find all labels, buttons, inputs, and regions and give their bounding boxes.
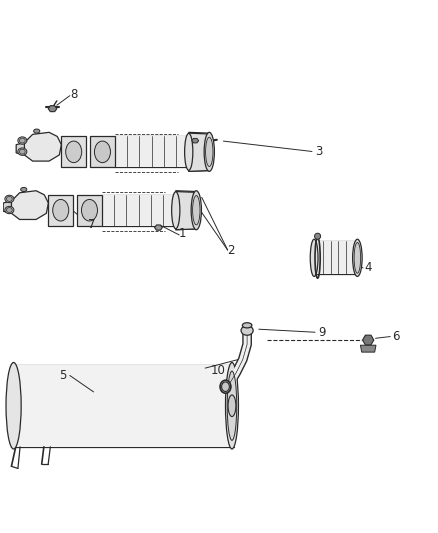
Ellipse shape: [18, 137, 27, 144]
Ellipse shape: [19, 138, 25, 143]
Ellipse shape: [6, 362, 21, 449]
Ellipse shape: [204, 132, 215, 172]
Circle shape: [314, 233, 321, 239]
Text: 6: 6: [392, 330, 399, 343]
Ellipse shape: [66, 141, 82, 163]
Ellipse shape: [310, 239, 318, 277]
Ellipse shape: [354, 243, 360, 273]
Ellipse shape: [5, 206, 14, 214]
Ellipse shape: [205, 137, 213, 166]
Text: 10: 10: [211, 364, 226, 377]
Polygon shape: [11, 191, 49, 220]
Ellipse shape: [7, 207, 12, 213]
Polygon shape: [102, 195, 176, 225]
Ellipse shape: [193, 196, 200, 225]
Text: 2: 2: [227, 244, 235, 256]
Polygon shape: [16, 143, 25, 155]
Polygon shape: [189, 133, 209, 172]
Ellipse shape: [222, 382, 230, 391]
Ellipse shape: [7, 197, 12, 201]
Ellipse shape: [34, 129, 40, 133]
Text: 8: 8: [71, 88, 78, 101]
Text: 5: 5: [59, 369, 66, 382]
Ellipse shape: [227, 371, 237, 440]
Polygon shape: [192, 139, 199, 143]
Ellipse shape: [5, 195, 14, 203]
Polygon shape: [49, 195, 73, 225]
Polygon shape: [25, 132, 61, 161]
Ellipse shape: [18, 148, 27, 155]
Ellipse shape: [191, 191, 201, 230]
Polygon shape: [363, 335, 374, 345]
Ellipse shape: [242, 322, 252, 328]
Ellipse shape: [228, 395, 236, 417]
Ellipse shape: [172, 192, 180, 229]
Ellipse shape: [21, 188, 27, 191]
Text: 3: 3: [315, 145, 322, 158]
Polygon shape: [115, 136, 189, 167]
Polygon shape: [360, 345, 376, 352]
Ellipse shape: [185, 133, 193, 171]
Polygon shape: [314, 241, 357, 274]
Polygon shape: [3, 201, 11, 213]
Text: 4: 4: [364, 261, 372, 274]
Ellipse shape: [226, 362, 238, 449]
Polygon shape: [77, 195, 102, 225]
Text: 1: 1: [179, 227, 186, 240]
Text: 7: 7: [88, 217, 95, 231]
Polygon shape: [155, 225, 162, 230]
Text: 9: 9: [318, 326, 326, 339]
Ellipse shape: [241, 326, 253, 335]
Ellipse shape: [353, 239, 362, 277]
Ellipse shape: [53, 199, 69, 221]
Polygon shape: [14, 365, 234, 447]
Ellipse shape: [81, 199, 98, 221]
Ellipse shape: [95, 141, 110, 163]
Polygon shape: [61, 136, 86, 167]
Ellipse shape: [220, 380, 231, 393]
Polygon shape: [90, 136, 115, 167]
Ellipse shape: [19, 149, 25, 154]
Polygon shape: [48, 106, 57, 111]
Polygon shape: [176, 191, 196, 230]
